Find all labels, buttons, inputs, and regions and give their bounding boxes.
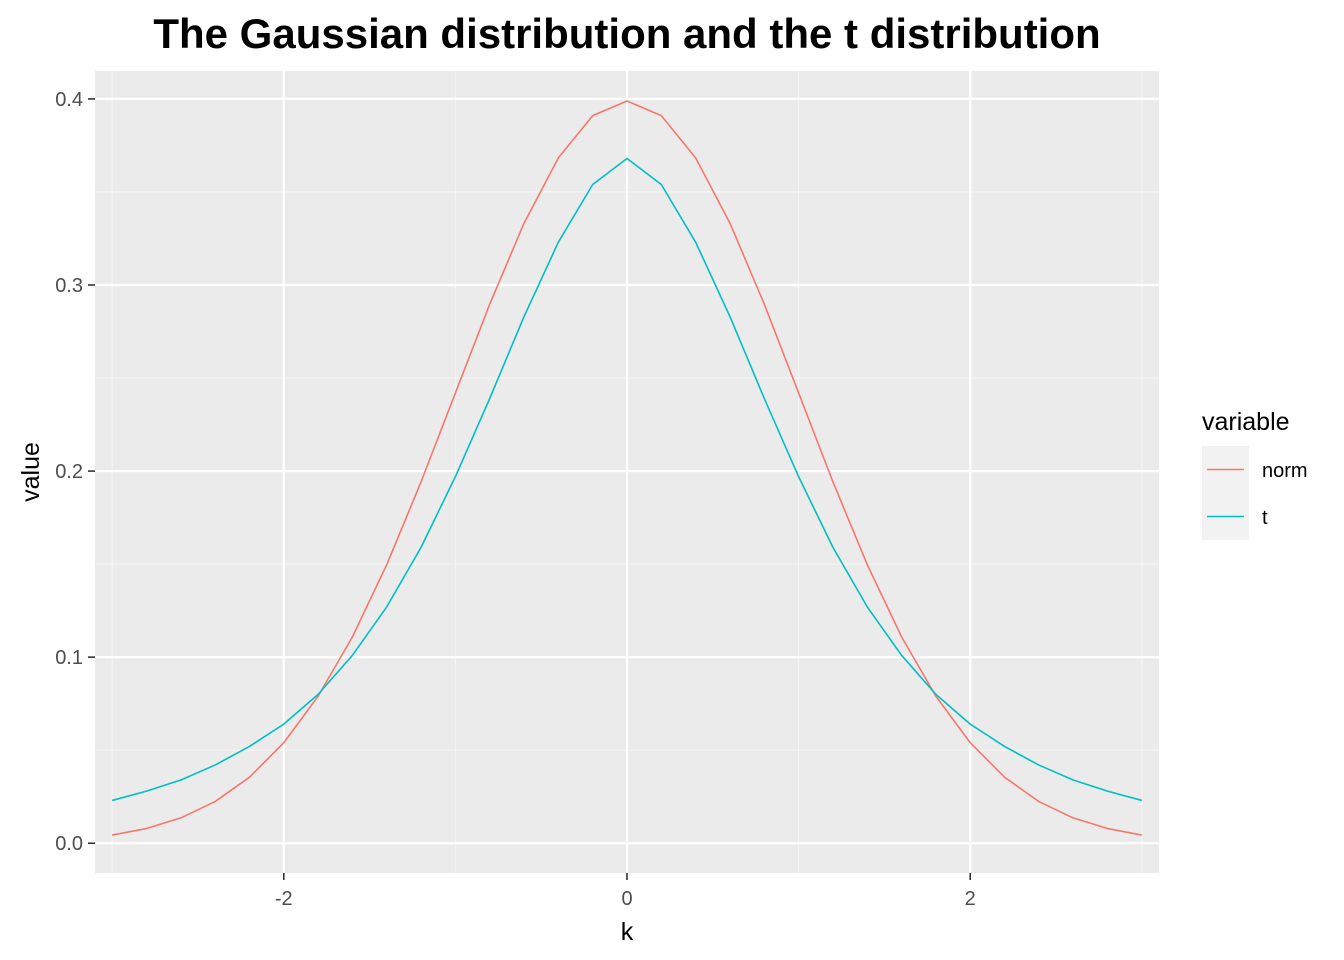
y-tick-label: 0.0 bbox=[55, 833, 83, 855]
x-axis-title: k bbox=[621, 918, 634, 946]
y-tick-label: 0.3 bbox=[55, 275, 83, 297]
x-tick-label: 0 bbox=[621, 888, 632, 910]
legend-keys: norm t bbox=[1202, 446, 1308, 540]
legend: variable norm t bbox=[1202, 408, 1308, 540]
y-axis-title: value bbox=[17, 442, 45, 502]
y-tick-label: 0.4 bbox=[55, 89, 83, 111]
x-axis: -2 0 2 bbox=[275, 873, 976, 910]
y-axis: 0.0 0.1 0.2 0.3 0.4 bbox=[55, 89, 95, 855]
y-tick-label: 0.1 bbox=[55, 647, 83, 669]
legend-title: variable bbox=[1202, 408, 1290, 436]
y-tick-label: 0.2 bbox=[55, 461, 83, 483]
series-line-norm bbox=[112, 100, 1142, 836]
major-gridlines bbox=[95, 71, 1159, 873]
legend-label-norm: norm bbox=[1262, 460, 1308, 482]
x-tick-label: 2 bbox=[965, 888, 976, 910]
series-lines bbox=[111, 100, 1143, 836]
chart-title: The Gaussian distribution and the t dist… bbox=[153, 10, 1100, 57]
series-line-t bbox=[111, 157, 1143, 802]
legend-label-t: t bbox=[1262, 507, 1268, 529]
x-tick-label: -2 bbox=[275, 888, 293, 910]
